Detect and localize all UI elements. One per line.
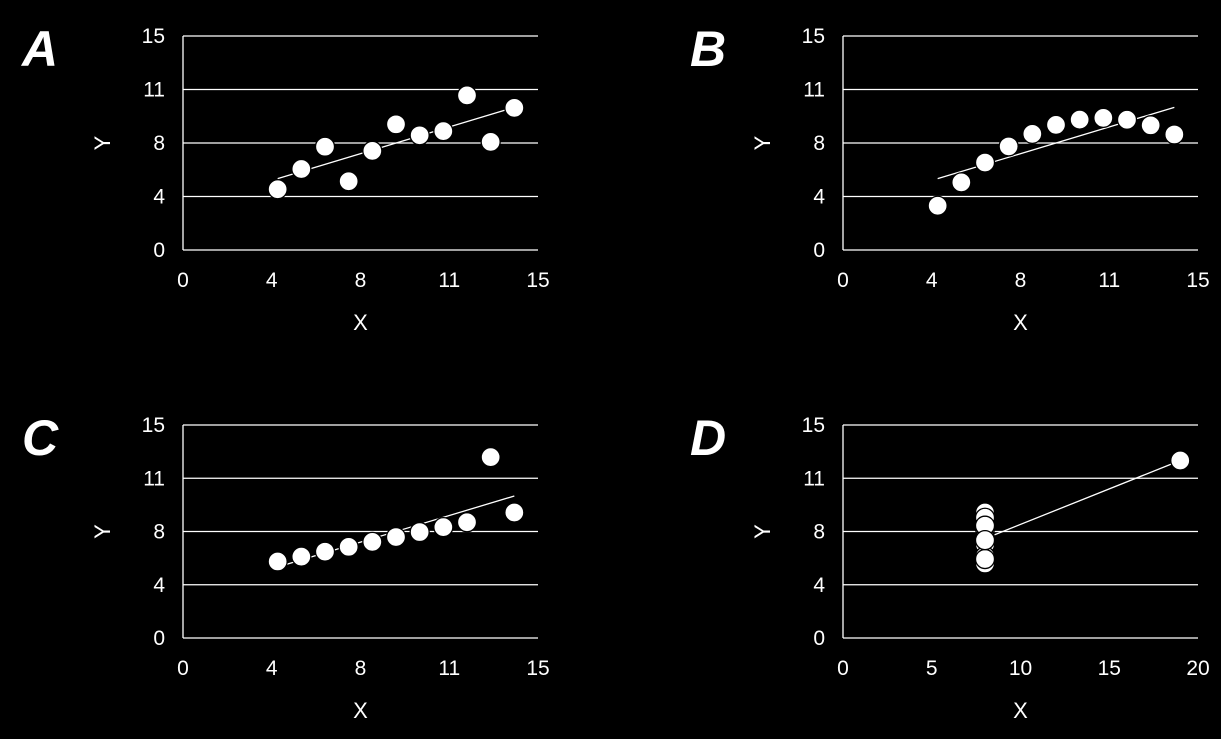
data-point — [291, 546, 312, 567]
x-tick-label: 5 — [926, 657, 938, 680]
x-tick-label: 8 — [355, 657, 367, 680]
panel-a: A 0 4 8 11 15 0 4 8 11 15 X Y — [20, 21, 550, 335]
data-point — [362, 140, 383, 161]
x-tick-label: 15 — [1098, 657, 1121, 680]
x-tick-label: 0 — [177, 657, 189, 680]
y-tick-label: 15 — [142, 25, 165, 48]
data-point — [1069, 109, 1090, 130]
data-point — [1093, 107, 1114, 129]
data-point — [974, 152, 996, 173]
x-tick-label: 0 — [837, 269, 849, 292]
y-tick-label: 4 — [153, 574, 165, 597]
data-point — [504, 502, 525, 523]
data-point — [974, 530, 996, 551]
data-point — [314, 541, 336, 562]
data-point — [362, 531, 383, 553]
y-tick-label: 15 — [802, 25, 825, 48]
data-point — [385, 114, 407, 135]
x-axis-title: X — [353, 310, 368, 335]
data-point — [1170, 450, 1191, 471]
data-point — [267, 551, 288, 572]
data-point — [998, 136, 1019, 157]
x-axis-title: X — [1013, 310, 1028, 335]
y-tick-label: 8 — [153, 521, 165, 544]
x-tick-label: 8 — [355, 269, 367, 292]
data-point — [456, 512, 478, 533]
y-tick-label: 15 — [142, 414, 165, 437]
x-tick-label: 0 — [177, 269, 189, 292]
y-tick-label: 4 — [813, 574, 825, 597]
data-point — [1022, 123, 1043, 145]
data-point — [385, 526, 407, 548]
data-point — [267, 179, 288, 200]
y-tick-label: 4 — [813, 186, 825, 209]
x-tick-label: 15 — [1186, 269, 1209, 292]
data-point — [338, 536, 359, 557]
data-point — [433, 121, 454, 142]
panel-letter: C — [22, 410, 59, 466]
y-tick-label: 0 — [153, 239, 165, 262]
y-tick-label: 11 — [803, 467, 825, 490]
y-axis-title: Y — [90, 135, 115, 150]
x-tick-label: 4 — [266, 269, 278, 292]
y-axis-title: Y — [750, 135, 775, 150]
y-tick-label: 8 — [813, 132, 825, 155]
x-tick-label: 15 — [526, 269, 549, 292]
x-tick-label: 4 — [926, 269, 938, 292]
data-point — [480, 131, 501, 153]
y-tick-label: 8 — [813, 521, 825, 544]
y-axis-title: Y — [750, 524, 775, 539]
x-tick-label: 11 — [438, 657, 460, 680]
y-tick-label: 0 — [153, 627, 165, 650]
y-tick-label: 11 — [143, 467, 165, 490]
x-axis-title: X — [353, 698, 368, 723]
data-point — [409, 521, 430, 543]
y-tick-label: 0 — [813, 239, 825, 262]
y-tick-label: 11 — [143, 79, 165, 102]
x-tick-label: 0 — [837, 657, 849, 680]
panel-b: B 0 4 8 11 15 0 4 8 11 15 X Y — [690, 21, 1210, 335]
data-point — [1164, 124, 1185, 145]
panel-letter: B — [690, 21, 726, 77]
y-tick-label: 11 — [803, 79, 825, 102]
y-tick-label: 8 — [153, 132, 165, 155]
data-point — [927, 195, 948, 216]
data-point — [1116, 109, 1138, 130]
x-axis-title: X — [1013, 698, 1028, 723]
data-point — [1045, 114, 1067, 136]
data-point — [951, 172, 972, 193]
data-point — [480, 446, 501, 468]
trend-line — [277, 106, 515, 180]
x-tick-label: 4 — [266, 657, 278, 680]
data-point — [1140, 115, 1161, 136]
x-tick-label: 8 — [1015, 269, 1027, 292]
panel-letter: A — [20, 21, 58, 77]
x-tick-label: 15 — [526, 657, 549, 680]
x-tick-label: 11 — [1098, 269, 1120, 292]
data-point — [433, 516, 454, 538]
data-point — [314, 136, 336, 157]
trend-line — [984, 459, 1181, 540]
y-tick-label: 15 — [802, 414, 825, 437]
panel-c: C 0 4 8 11 15 0 4 8 11 15 X Y — [22, 410, 550, 723]
panel-d: D 0 4 8 11 15 0 5 10 15 20 X Y — [690, 410, 1210, 723]
y-axis-title: Y — [90, 524, 115, 539]
y-tick-label: 4 — [153, 186, 165, 209]
y-tick-label: 0 — [813, 627, 825, 650]
x-tick-label: 20 — [1186, 657, 1209, 680]
x-tick-label: 10 — [1009, 657, 1032, 680]
x-tick-label: 11 — [438, 269, 460, 292]
data-point — [409, 125, 430, 146]
data-point — [338, 171, 359, 192]
data-point — [974, 548, 996, 570]
data-point — [291, 158, 312, 180]
data-point — [456, 85, 478, 106]
panel-letter: D — [690, 410, 726, 466]
data-point — [504, 97, 525, 119]
